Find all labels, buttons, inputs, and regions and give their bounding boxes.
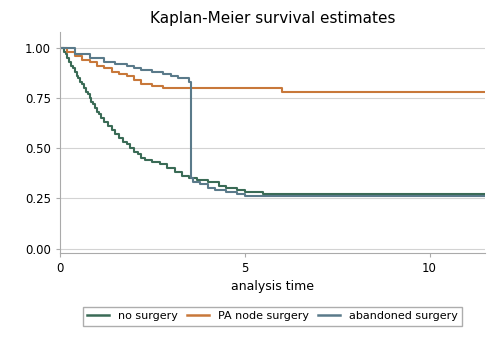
Title: Kaplan-Meier survival estimates: Kaplan-Meier survival estimates (150, 11, 395, 26)
Legend: no surgery, PA node surgery, abandoned surgery: no surgery, PA node surgery, abandoned s… (82, 307, 462, 326)
X-axis label: analysis time: analysis time (231, 280, 314, 293)
